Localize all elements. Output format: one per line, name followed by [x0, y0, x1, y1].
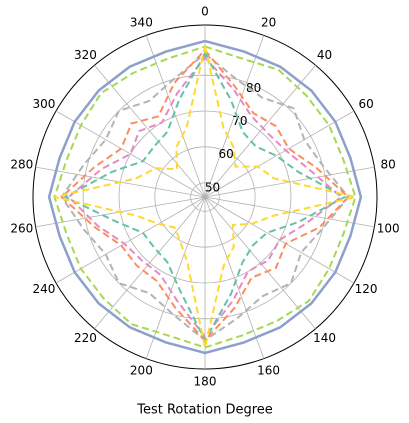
- series-line: [67, 55, 343, 339]
- angle-tick-label: 120: [355, 282, 378, 296]
- angle-tick-label: 240: [32, 282, 55, 296]
- x-axis-label: Test Rotation Degree: [136, 403, 273, 418]
- radial-tick-label: 80: [246, 81, 261, 95]
- angle-tick-label: 160: [257, 363, 280, 377]
- angle-tick-label: 140: [313, 331, 336, 345]
- angle-tick-label: 100: [377, 222, 400, 236]
- angle-tick-label: 340: [130, 16, 153, 30]
- angle-tick-label: 280: [10, 157, 33, 171]
- radial-grid-circle: [154, 146, 256, 248]
- angle-tick-label: 180: [194, 375, 217, 389]
- angle-tick-label: 80: [381, 157, 396, 171]
- angle-tick-label: 320: [74, 48, 97, 62]
- series-line: [63, 51, 347, 343]
- angle-tick-label: 20: [261, 16, 276, 30]
- radial-tick-label: 60: [219, 147, 234, 161]
- angle-tick-label: 300: [32, 97, 55, 111]
- angle-tick-label: 260: [10, 222, 33, 236]
- radial-grid-circle: [190, 182, 220, 212]
- radial-tick-label: 50: [205, 180, 220, 194]
- series-line: [53, 45, 357, 349]
- series-line: [47, 39, 363, 355]
- angle-tick-label: 0: [201, 5, 209, 19]
- angle-tick-label: 220: [74, 331, 97, 345]
- radial-tick-label: 70: [232, 114, 247, 128]
- angle-tick-label: 200: [130, 363, 153, 377]
- radial-grid-circle: [118, 110, 292, 284]
- radial-grid-circle: [82, 74, 328, 320]
- series-line: [54, 46, 356, 348]
- angle-tick-label: 40: [317, 48, 332, 62]
- angle-tick-label: 60: [358, 97, 373, 111]
